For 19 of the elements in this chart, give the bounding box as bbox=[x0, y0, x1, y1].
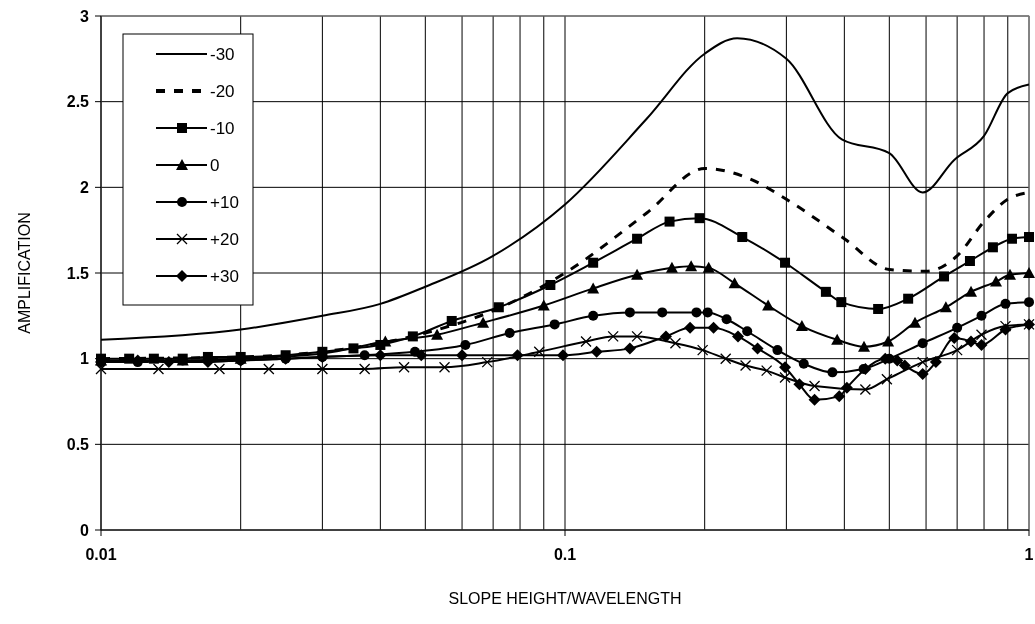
x-axis-title: SLOPE HEIGHT/WAVELENGTH bbox=[448, 590, 682, 607]
x-tick-label: 0.1 bbox=[553, 546, 577, 563]
legend-label: -30 bbox=[210, 44, 235, 64]
x-tick-label: 1 bbox=[1024, 546, 1034, 563]
legend-label: +20 bbox=[210, 229, 239, 249]
y-tick-label: 3 bbox=[80, 7, 90, 25]
y-tick-label: 1.5 bbox=[66, 264, 90, 282]
legend-label: +30 bbox=[210, 266, 239, 286]
x-tick-label: 0.01 bbox=[85, 546, 117, 563]
legend-label: -20 bbox=[210, 81, 235, 101]
y-tick-label: 2.5 bbox=[66, 93, 90, 111]
y-tick-label: 0.5 bbox=[66, 435, 90, 453]
legend-label: 0 bbox=[210, 155, 220, 175]
y-tick-label: 0 bbox=[80, 521, 90, 539]
y-tick-label: 2 bbox=[80, 178, 90, 196]
legend-label: +10 bbox=[210, 192, 239, 212]
legend-label: -10 bbox=[210, 118, 235, 138]
y-axis-title: AMPLIFICATION bbox=[16, 212, 33, 334]
y-tick-label: 1 bbox=[80, 350, 90, 368]
